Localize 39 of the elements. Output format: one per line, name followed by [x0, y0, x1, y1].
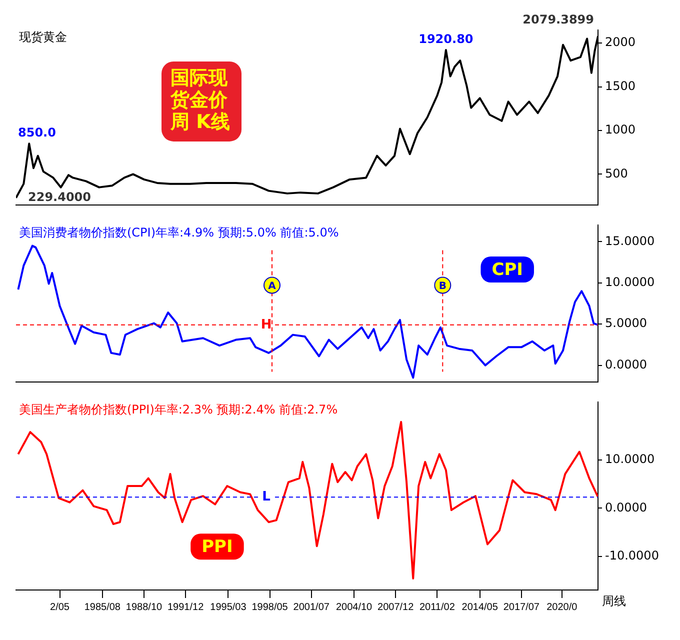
- y-tick-label: 500: [605, 166, 628, 180]
- annotation: 850.0: [18, 126, 56, 140]
- x-tick-label: 2/05: [50, 602, 70, 613]
- chart-title: 美国消费者物价指数(CPI)年率:4.9% 预期:5.0% 前值:5.0%: [19, 225, 339, 240]
- text: CPI: [492, 260, 523, 280]
- series-label: PPI: [202, 537, 233, 558]
- annotation: 国际现货金价周 K线: [170, 66, 230, 133]
- x-tick-label: 2007/12: [378, 602, 414, 613]
- y-tick-label: 0.0000: [605, 500, 647, 514]
- annotation: 1920.80: [418, 32, 474, 46]
- x-tick-label: 2001/07: [293, 602, 330, 613]
- y-tick-label: 0.0000: [605, 357, 647, 372]
- y-tick-label: -10.0000: [605, 548, 659, 562]
- y-tick-label: 1500: [605, 78, 636, 93]
- x-tick-label: 1998/05: [252, 602, 288, 613]
- ref-line-label: A: [268, 280, 276, 292]
- ref-line-label: B: [438, 280, 446, 292]
- y-tick-label: 5.0000: [605, 316, 647, 330]
- y-tick-label: 2000: [605, 35, 636, 50]
- ref-line-label: L: [262, 489, 270, 504]
- annotation: 2079.3899: [522, 12, 594, 26]
- y-tick-label: 10.0000: [605, 452, 655, 466]
- annotation: 229.4000: [28, 190, 92, 204]
- x-tick-label: 1991/12: [167, 602, 204, 613]
- x-tick-label: 2014/05: [462, 602, 498, 613]
- x-tick-label: 1995/03: [210, 602, 247, 613]
- y-tick-label: 1000: [605, 122, 636, 137]
- text: 周线: [602, 594, 626, 608]
- y-tick-label: 15.0000: [605, 234, 655, 248]
- y-tick-label: 10.0000: [605, 275, 655, 290]
- x-tick-label: 2004/10: [336, 602, 373, 613]
- x-tick-label: 2011/02: [419, 602, 456, 613]
- chart-title: 美国生产者物价指数(PPI)年率:2.3% 预期:2.4% 前值:2.7%: [19, 402, 338, 416]
- x-tick-label: 1988/10: [126, 602, 163, 613]
- x-tick-label: 2017/07: [503, 602, 540, 613]
- x-tick-label: 2020/0: [546, 602, 578, 613]
- x-tick-label: 1985/08: [84, 602, 121, 613]
- ref-line-label: H: [260, 317, 272, 332]
- chart-title: 现货黄金: [19, 30, 67, 44]
